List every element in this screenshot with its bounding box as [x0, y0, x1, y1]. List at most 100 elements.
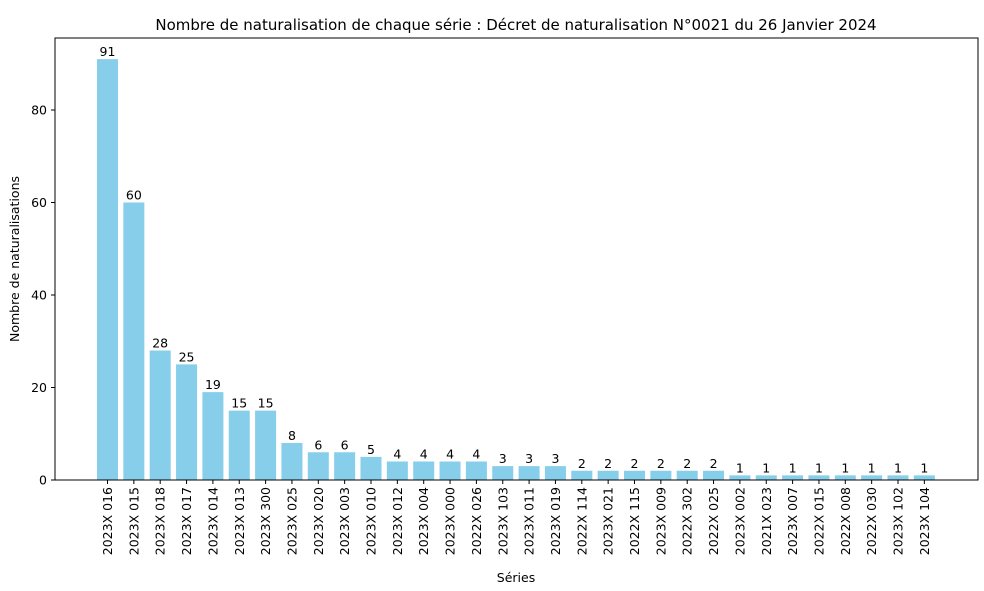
x-tick-label: 2023X 019: [548, 487, 563, 555]
x-tick-label: 2022X 114: [574, 487, 589, 555]
bar: [228, 410, 250, 480]
y-tick-label: 0: [39, 473, 47, 488]
bar-value-label: 1: [736, 460, 744, 475]
x-tick-label: 2023X 104: [917, 487, 932, 555]
plot-frame: [54, 37, 979, 481]
bar: [861, 475, 883, 480]
bar: [465, 461, 487, 480]
x-tick-label: 2022X 015: [811, 487, 826, 555]
bar-value-label: 4: [472, 447, 480, 462]
x-tick-label: 2023X 011: [522, 487, 537, 555]
x-tick-label: 2023X 014: [205, 487, 220, 555]
y-tick-label: 60: [31, 195, 47, 210]
y-tick-label: 20: [31, 380, 47, 395]
bar: [176, 364, 198, 480]
bar-value-label: 1: [894, 460, 902, 475]
x-tick-label: 2023X 013: [232, 487, 247, 555]
x-tick-label: 2023X 020: [311, 487, 326, 555]
x-tick-label: 2023X 002: [732, 487, 747, 555]
y-tick-label: 40: [31, 288, 47, 303]
x-tick-label: 2023X 000: [443, 487, 458, 555]
bar-value-label: 2: [604, 456, 612, 471]
bar-value-label: 4: [446, 447, 454, 462]
x-tick-label: 2023X 018: [153, 487, 168, 555]
bar-value-label: 25: [179, 349, 195, 364]
x-tick-label: 2023X 016: [100, 487, 115, 555]
x-tick-label: 2023X 017: [179, 487, 194, 555]
x-tick-label: 2023X 103: [495, 487, 510, 555]
x-tick-label: 2023X 010: [364, 487, 379, 555]
bar-value-label: 1: [868, 460, 876, 475]
x-tick-label: 2021X 023: [759, 487, 774, 555]
bar-value-label: 2: [578, 456, 586, 471]
bar-value-label: 6: [341, 437, 349, 452]
bar-value-label: 60: [126, 188, 142, 203]
y-axis-label: Nombre de naturalisations: [7, 176, 22, 342]
bar-value-label: 1: [841, 460, 849, 475]
x-tick-label: 2022X 026: [469, 487, 484, 555]
bar: [755, 475, 777, 480]
bar: [307, 452, 329, 480]
x-tick-label: 2022X 030: [864, 487, 879, 555]
bar: [123, 202, 145, 480]
chart-title: Nombre de naturalisation de chaque série…: [155, 16, 876, 34]
bar-value-label: 1: [815, 460, 823, 475]
bar: [887, 475, 909, 480]
bar: [703, 470, 725, 480]
bar-value-label: 19: [205, 377, 221, 392]
bar: [834, 475, 856, 480]
bar: [97, 59, 118, 480]
bar-value-label: 3: [525, 451, 533, 466]
bar: [518, 466, 540, 480]
bars-group: [97, 59, 935, 480]
x-tick-label: 2022X 115: [627, 487, 642, 555]
bar: [782, 475, 804, 480]
bar: [808, 475, 830, 480]
bar: [281, 443, 303, 480]
y-axis-ticks: 0 20 40 60 80: [31, 103, 55, 488]
x-tick-label: 2022X 008: [838, 487, 853, 555]
bar-value-label: 1: [789, 460, 797, 475]
bar: [571, 470, 593, 480]
y-tick-label: 80: [31, 103, 47, 118]
bar: [676, 470, 698, 480]
x-tick-label: 2022X 302: [680, 487, 695, 555]
bar: [334, 452, 356, 480]
bar-value-label: 2: [710, 456, 718, 471]
x-tick-label: 2023X 015: [126, 487, 141, 555]
bar: [360, 456, 382, 480]
bar: [650, 470, 672, 480]
bar-value-label: 2: [683, 456, 691, 471]
bar-value-label: 6: [314, 437, 322, 452]
bar-value-label: 2: [631, 456, 639, 471]
bar: [149, 350, 171, 480]
bar-value-label: 4: [420, 447, 428, 462]
bar: [729, 475, 751, 480]
bar: [255, 410, 277, 480]
bar: [597, 470, 619, 480]
bar-value-label: 15: [231, 396, 247, 411]
x-tick-label: 2023X 021: [601, 487, 616, 555]
x-tick-label: 2023X 012: [390, 487, 405, 555]
x-tick-label: 2023X 300: [258, 487, 273, 555]
bar: [544, 466, 566, 480]
bar: [492, 466, 514, 480]
bar-value-label: 2: [657, 456, 665, 471]
x-tick-label: 2022X 025: [706, 487, 721, 555]
bar-value-label: 15: [258, 396, 274, 411]
bar-value-label: 3: [499, 451, 507, 466]
x-axis-label: Séries: [497, 570, 535, 585]
bar-value-label: 1: [762, 460, 770, 475]
bar: [439, 461, 461, 480]
x-tick-label: 2023X 025: [284, 487, 299, 555]
bar: [386, 461, 408, 480]
x-tick-label: 2023X 004: [416, 487, 431, 555]
bar-value-label: 8: [288, 428, 296, 443]
bar: [413, 461, 435, 480]
bar: [202, 392, 224, 480]
x-tick-label: 2023X 007: [785, 487, 800, 555]
bar-value-label: 4: [393, 447, 401, 462]
value-labels: 91 60 28 25 19 15 15 8 6 6 5 4 4 4 4 3 3 3 2 2 2 2 2 2 1 1 1 1 1 1 1 1: [100, 44, 929, 475]
bar-value-label: 28: [152, 336, 168, 351]
